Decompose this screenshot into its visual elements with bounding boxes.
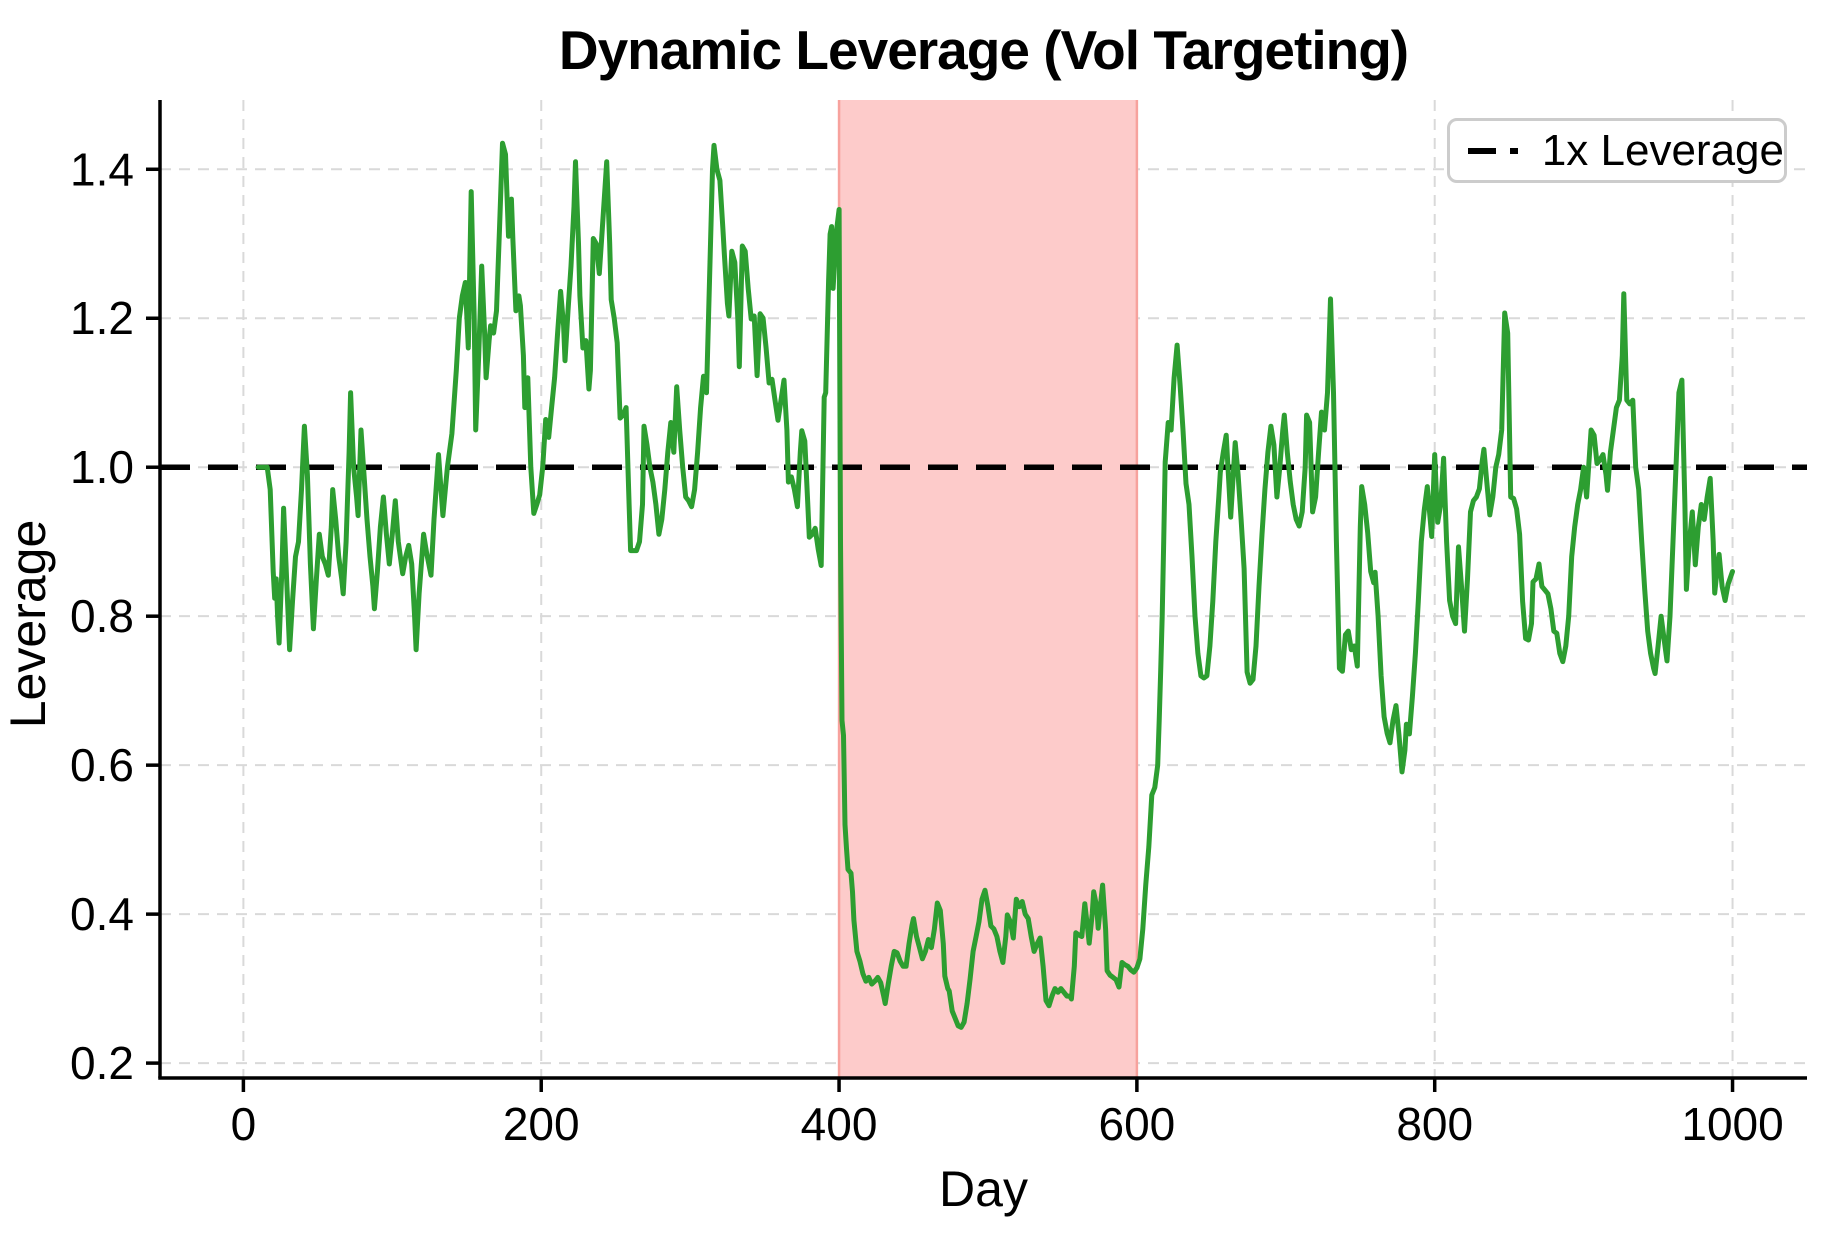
y-tick-label: 0.8	[70, 590, 134, 642]
y-tick-label: 1.2	[70, 292, 134, 344]
y-tick-label: 1.0	[70, 441, 134, 493]
leverage-series-line	[255, 140, 1735, 1030]
x-tick-label: 800	[1396, 1098, 1473, 1150]
chart-title: Dynamic Leverage (Vol Targeting)	[558, 19, 1409, 81]
x-tick-label: 600	[1099, 1098, 1176, 1150]
y-tick-label: 1.4	[70, 143, 134, 195]
x-axis-label: Day	[939, 1161, 1028, 1217]
x-tick-label: 200	[503, 1098, 580, 1150]
x-tick-label: 400	[801, 1098, 878, 1150]
y-tick-label: 0.6	[70, 739, 134, 791]
y-axis-label: Leverage	[0, 519, 56, 729]
x-tick-label: 1000	[1681, 1098, 1783, 1150]
legend: 1x Leverage	[1447, 118, 1787, 183]
x-tick-label: 0	[231, 1098, 257, 1150]
legend-item-label: 1x Leverage	[1541, 125, 1784, 175]
y-tick-label: 0.4	[70, 888, 134, 940]
y-tick-label: 0.2	[70, 1037, 134, 1089]
legend-dashed-line-sample	[1468, 147, 1518, 154]
